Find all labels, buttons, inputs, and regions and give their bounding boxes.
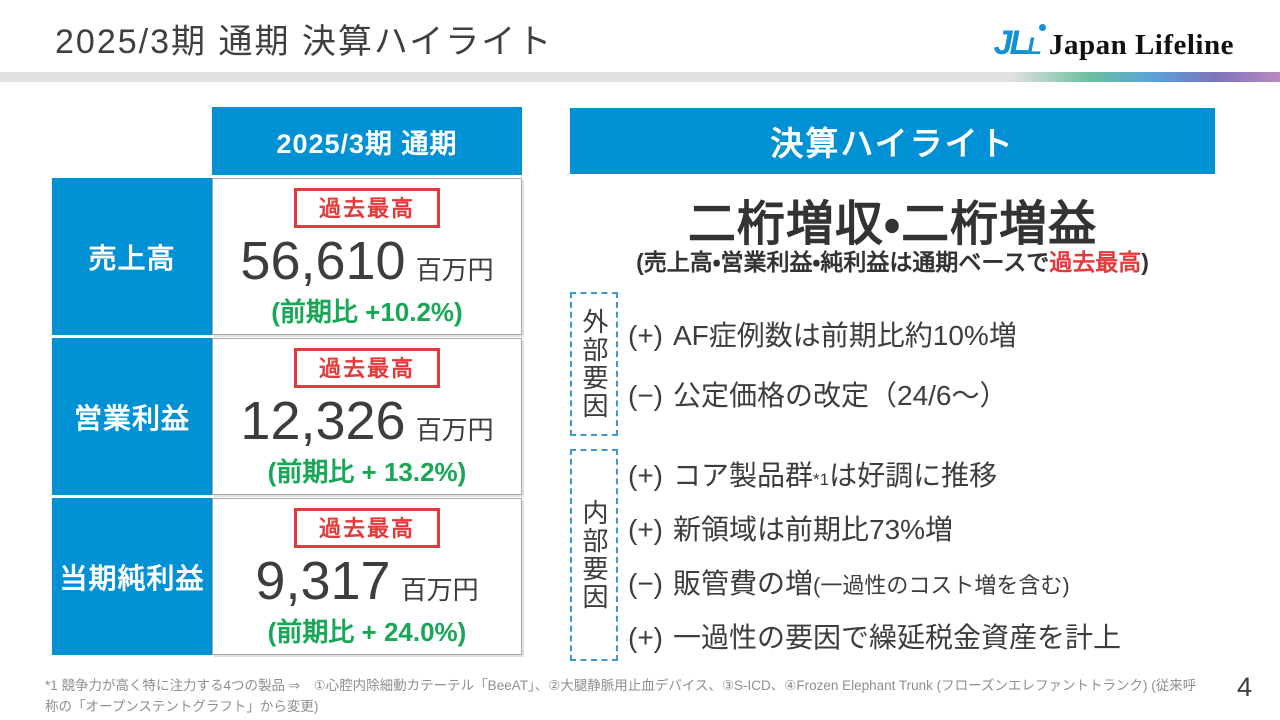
- metric-number: 9,317: [255, 551, 391, 611]
- page-number: 4: [1236, 672, 1252, 702]
- list-item: (+) コア製品群 *1 は好調に推移: [628, 460, 998, 491]
- external-factors-section: 外部要因 (+) AF症例数は前期比約10%増 (−) 公定価格の改定（24/6…: [570, 292, 1017, 436]
- footnote: *1 競争力が高く特に注力する4つの製品 ⇒ ①心腔内除細動カテーテル「BeeA…: [45, 678, 1197, 714]
- record-high-badge: 過去最高: [293, 508, 440, 548]
- metrics-table-header: 2025/3期 通期: [212, 107, 522, 175]
- metric-unit: 百万円: [400, 575, 479, 605]
- internal-factors-items: (+) コア製品群 *1 は好調に推移 (+) 新領域は前期比73%増 (−) 販管…: [628, 449, 1121, 661]
- list-item: (+) 新領域は前期比73%増: [628, 514, 954, 545]
- jl-logo-icon: JLL: [994, 24, 1046, 60]
- metric-unit: 百万円: [415, 255, 494, 285]
- internal-factors-section: 内部要因 (+) コア製品群 *1 は好調に推移 (+) 新領域は前期比73%増 (…: [570, 449, 1121, 661]
- metric-value: 56,610 百万円: [240, 230, 493, 292]
- internal-factors-label: 内部要因: [579, 499, 609, 611]
- external-factors-label-box: 外部要因: [570, 292, 618, 436]
- metric-label-net-income: 当期純利益: [52, 498, 212, 655]
- external-factors-label: 外部要因: [579, 308, 609, 420]
- table-row: 当期純利益 過去最高 9,317 百万円 (前期比 + 24.0%): [52, 498, 522, 655]
- record-high-badge: 過去最高: [293, 188, 440, 228]
- metric-number: 56,610: [240, 231, 406, 291]
- list-item: (+) AF症例数は前期比約10%増: [628, 320, 1017, 351]
- metric-value: 12,326 百万円: [240, 390, 493, 452]
- metric-yoy: (前期比 +10.2%): [271, 297, 463, 327]
- metric-value: 9,317 百万円: [255, 550, 478, 612]
- list-item: (+) 一過性の要因で繰延税金資産を計上: [628, 622, 1122, 653]
- record-high-badge: 過去最高: [293, 348, 440, 388]
- metric-number: 12,326: [240, 391, 406, 451]
- table-row: 売上高 過去最高 56,610 百万円 (前期比 +10.2%): [52, 178, 522, 335]
- highlight-panel-header: 決算ハイライト: [570, 108, 1215, 174]
- company-logo: JLL Japan Lifeline: [994, 24, 1234, 62]
- logo-dot-icon: [1038, 24, 1046, 31]
- list-item: (−) 販管費の増 (一過性のコスト増を含む): [628, 568, 1070, 599]
- metric-value-cell: 過去最高 56,610 百万円 (前期比 +10.2%): [212, 178, 522, 335]
- internal-factors-label-box: 内部要因: [570, 449, 618, 661]
- external-factors-items: (+) AF症例数は前期比約10%増 (−) 公定価格の改定（24/6～）: [628, 292, 1017, 436]
- highlight-headline: 二桁増収・二桁増益: [687, 198, 1098, 251]
- metric-unit: 百万円: [415, 415, 494, 445]
- table-row: 営業利益 過去最高 12,326 百万円 (前期比 + 13.2%): [52, 338, 522, 495]
- record-high-emphasis: 過去最高: [1049, 249, 1142, 275]
- list-item: (−) 公定価格の改定（24/6～）: [628, 380, 1008, 411]
- metric-label-sales: 売上高: [52, 178, 212, 335]
- page-title: 2025/3期 通期 決算ハイライト: [55, 23, 554, 61]
- metric-value-cell: 過去最高 9,317 百万円 (前期比 + 24.0%): [212, 498, 522, 655]
- title-divider-bar: [0, 72, 1280, 82]
- highlight-subheadline: (売上高・営業利益・純利益は通期ベースで過去最高): [636, 249, 1149, 275]
- metric-value-cell: 過去最高 12,326 百万円 (前期比 + 13.2%): [212, 338, 522, 495]
- company-name: Japan Lifeline: [1048, 29, 1234, 61]
- metric-yoy: (前期比 + 13.2%): [267, 457, 467, 487]
- metric-yoy: (前期比 + 24.0%): [267, 617, 467, 647]
- metric-label-operating-profit: 営業利益: [52, 338, 212, 495]
